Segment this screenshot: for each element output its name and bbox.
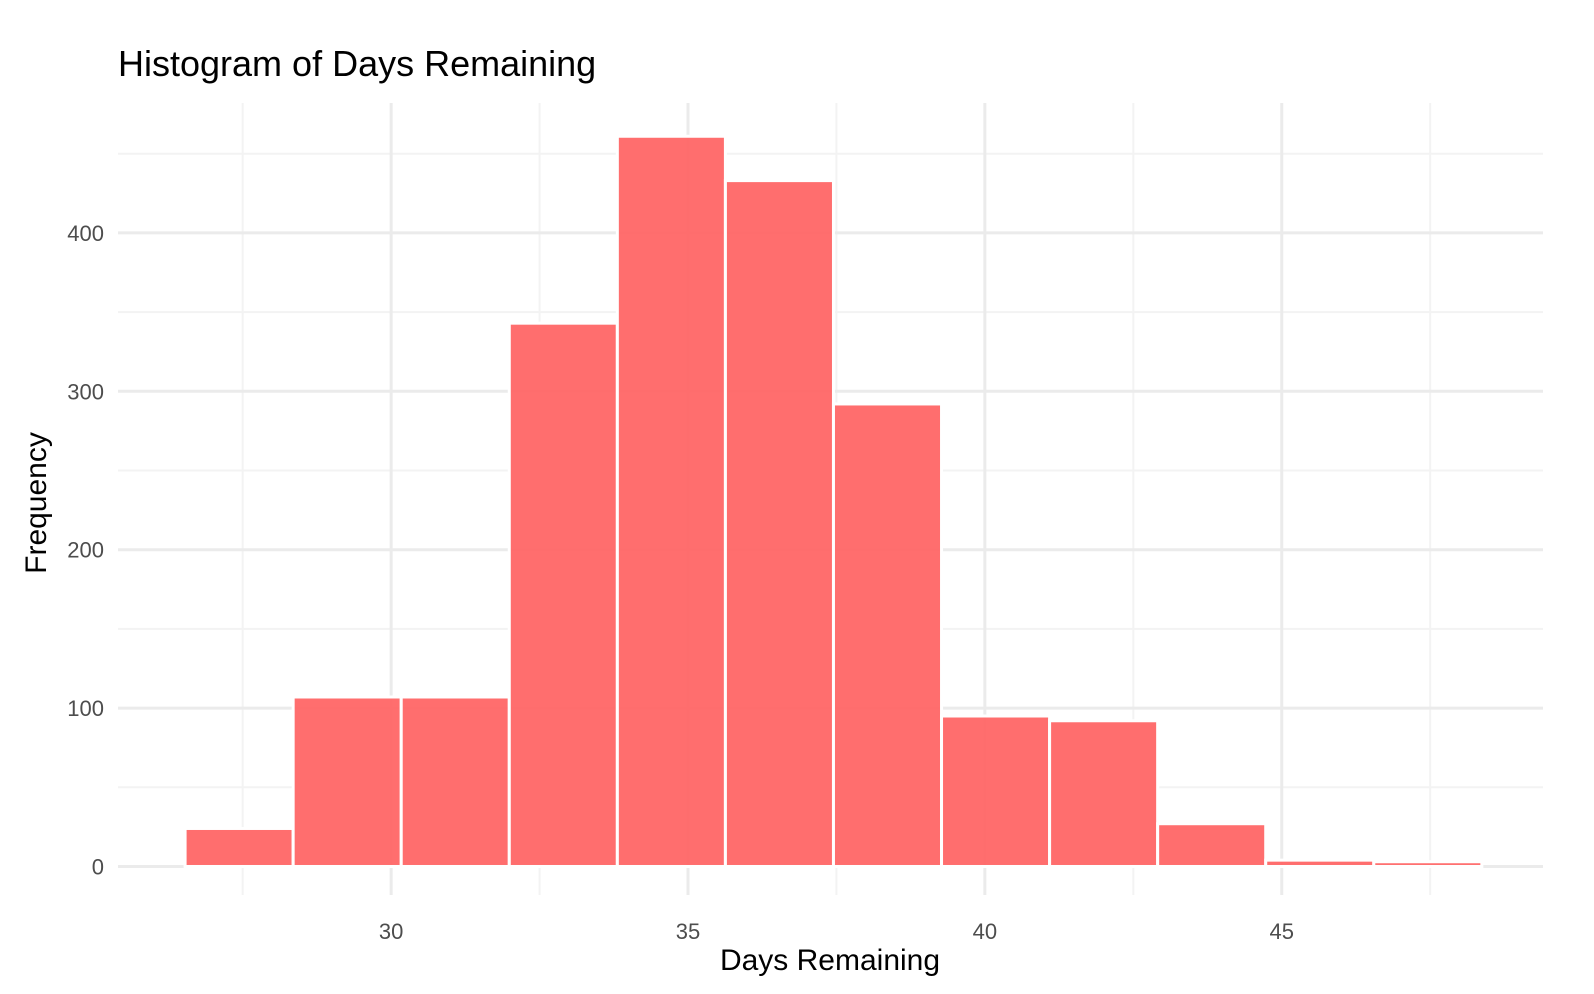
- histogram-bar: [831, 402, 944, 868]
- histogram-bar: [1372, 860, 1484, 868]
- histogram-bar: [1264, 858, 1376, 868]
- histogram-bar: [1156, 822, 1268, 868]
- x-tick-label: 30: [379, 919, 403, 944]
- y-tick-label: 0: [92, 854, 104, 879]
- histogram-bar: [507, 321, 619, 868]
- histogram-bar: [723, 179, 835, 868]
- histogram-bar: [399, 695, 511, 868]
- x-tick-label: 45: [1270, 919, 1294, 944]
- y-tick-label: 100: [67, 696, 104, 721]
- x-tick-label: 40: [973, 919, 997, 944]
- y-tick-label: 300: [67, 379, 104, 404]
- histogram-bar: [291, 695, 403, 868]
- chart-title: Histogram of Days Remaining: [118, 43, 596, 84]
- histogram-bars: [183, 134, 1484, 868]
- x-axis-tick-labels: 30 35 40 45: [379, 919, 1294, 944]
- x-tick-label: 35: [676, 919, 700, 944]
- histogram-bar: [183, 826, 295, 868]
- y-tick-label: 400: [67, 221, 104, 246]
- x-axis-title: Days Remaining: [720, 944, 940, 977]
- histogram-bar: [615, 134, 727, 868]
- y-axis-tick-labels: 0 100 200 300 400: [67, 221, 104, 880]
- y-axis-title: Frequency: [20, 432, 53, 574]
- histogram-bar: [940, 714, 1052, 868]
- histogram-bar: [1048, 719, 1160, 868]
- y-tick-label: 200: [67, 538, 104, 563]
